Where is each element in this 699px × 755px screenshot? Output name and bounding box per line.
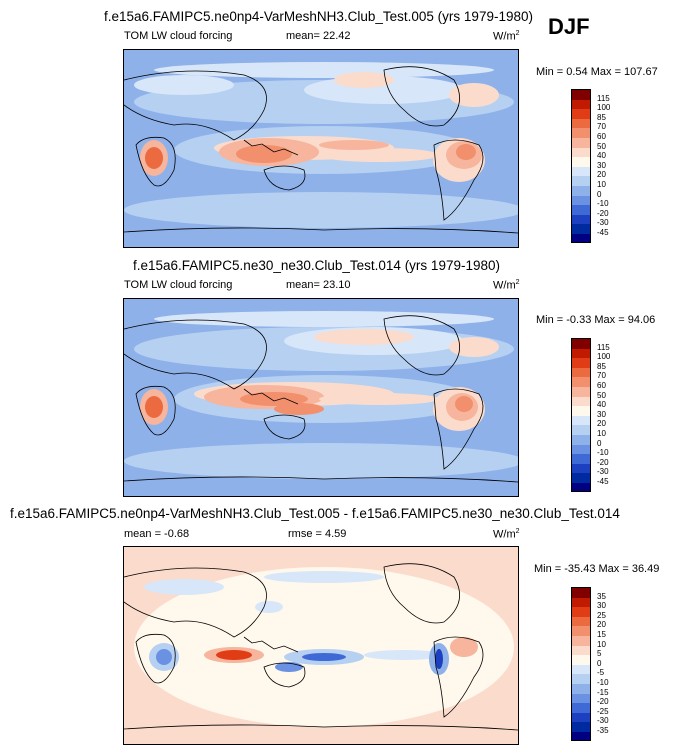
colorbar-tick-label: 5 [597,649,602,659]
colorbar-tick-label: 0 [597,189,602,199]
colorbar-tick-label: -20 [597,208,609,218]
colorbar-tick-label: 50 [597,390,606,400]
panel1-minmax: Min = 0.54 Max = 107.67 [536,66,658,78]
colorbar-tick-label: 85 [597,112,606,122]
panel2-mean-label: mean= 23.10 [286,279,351,291]
panel3-colorbar [571,587,591,741]
colorbar-tick-label: 35 [597,591,606,601]
colorbar-tick-label: 30 [597,160,606,170]
colorbar-tick-label: 40 [597,151,606,161]
colorbar-tick-label: -30 [597,467,609,477]
colorbar-tick-label: 10 [597,180,606,189]
season-label: DJF [548,14,590,39]
colorbar-tick-label: 115 [597,93,610,103]
panel2-colorbar [571,338,591,492]
panel2-variable-label: TOM LW cloud forcing [124,279,233,291]
colorbar-tick-label: -5 [597,668,605,678]
panel3-map [123,546,519,745]
colorbar-tick-label: 70 [597,122,606,132]
colorbar-tick-label: -30 [597,716,609,726]
colorbar-tick-label: -10 [597,199,609,209]
colorbar-tick-label: 10 [597,639,606,649]
panel3-title: f.e15a6.FAMIPC5.ne0np4-VarMeshNH3.Club_T… [10,506,620,521]
colorbar-tick-label: -45 [597,228,609,237]
panel1-units-label: W/m2 [493,30,520,43]
panel2-map [123,298,519,497]
panel2-minmax: Min = -0.33 Max = 94.06 [536,314,656,326]
colorbar-tick-label: 30 [597,601,606,611]
colorbar-tick-label: 40 [597,400,606,410]
panel1-mean-label: mean= 22.42 [286,30,351,42]
colorbar-tick-label: -25 [597,706,609,716]
colorbar-tick-label: -10 [597,448,609,458]
colorbar-tick-label: 0 [597,438,602,448]
colorbar-tick-label: -10 [597,678,609,687]
colorbar-tick-label: -35 [597,726,609,735]
panel3-mean-label: mean = -0.68 [124,528,190,540]
colorbar-tick-label: 0 [597,658,602,668]
panel1-title: f.e15a6.FAMIPC5.ne0np4-VarMeshNH3.Club_T… [104,9,533,24]
panel1-variable-label: TOM LW cloud forcing [124,30,233,42]
colorbar-tick-label: 100 [597,103,611,113]
colorbar-tick-label: -30 [597,218,609,228]
colorbar-tick-label: 30 [597,409,606,419]
colorbar-tick-label: 50 [597,141,606,151]
panel3-rmse-label: rmse = 4.59 [288,528,347,540]
colorbar-tick-label: -20 [597,457,609,467]
panel1-map [123,49,519,248]
colorbar-tick-label: 115 [597,342,610,352]
colorbar-tick-label: -45 [597,477,609,486]
colorbar-tick-label: 100 [597,352,611,362]
colorbar-tick-label: -20 [597,697,609,707]
colorbar-tick-label: 60 [597,132,606,141]
colorbar-tick-label: 25 [597,610,606,620]
colorbar-tick-label: 85 [597,361,606,371]
panel2-title: f.e15a6.FAMIPC5.ne30_ne30.Club_Test.014 … [133,258,500,273]
colorbar-tick-label: 20 [597,620,606,630]
colorbar-tick-label: -15 [597,687,609,697]
panel1-colorbar [571,89,591,243]
colorbar-tick-label: 60 [597,381,606,390]
colorbar-tick-label: 15 [597,630,606,639]
panel3-units-label: W/m2 [493,528,520,541]
colorbar-tick-label: 10 [597,429,606,438]
panel3-minmax: Min = -35.43 Max = 36.49 [534,563,660,575]
colorbar-tick-label: 20 [597,170,606,180]
panel2-units-label: W/m2 [493,279,520,292]
colorbar-tick-label: 70 [597,371,606,381]
colorbar-tick-label: 20 [597,419,606,429]
